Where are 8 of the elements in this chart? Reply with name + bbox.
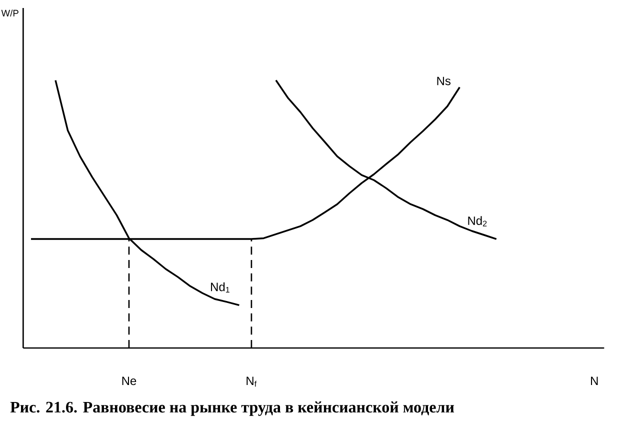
series-label: Nd$_{2}$ [468, 216, 487, 226]
x-tick-label: Ne [122, 376, 136, 386]
series-label: Nd$_{1}$ [211, 282, 230, 292]
text: W/P [1, 10, 18, 16]
x-tick-label: N [591, 376, 598, 385]
series-label: Ns [437, 76, 450, 86]
text: Рис. 21.6. Равновесие на рынке труда в кейнсианской модели [10, 401, 454, 416]
x-tick-label: N$_{f}$ [246, 376, 257, 387]
